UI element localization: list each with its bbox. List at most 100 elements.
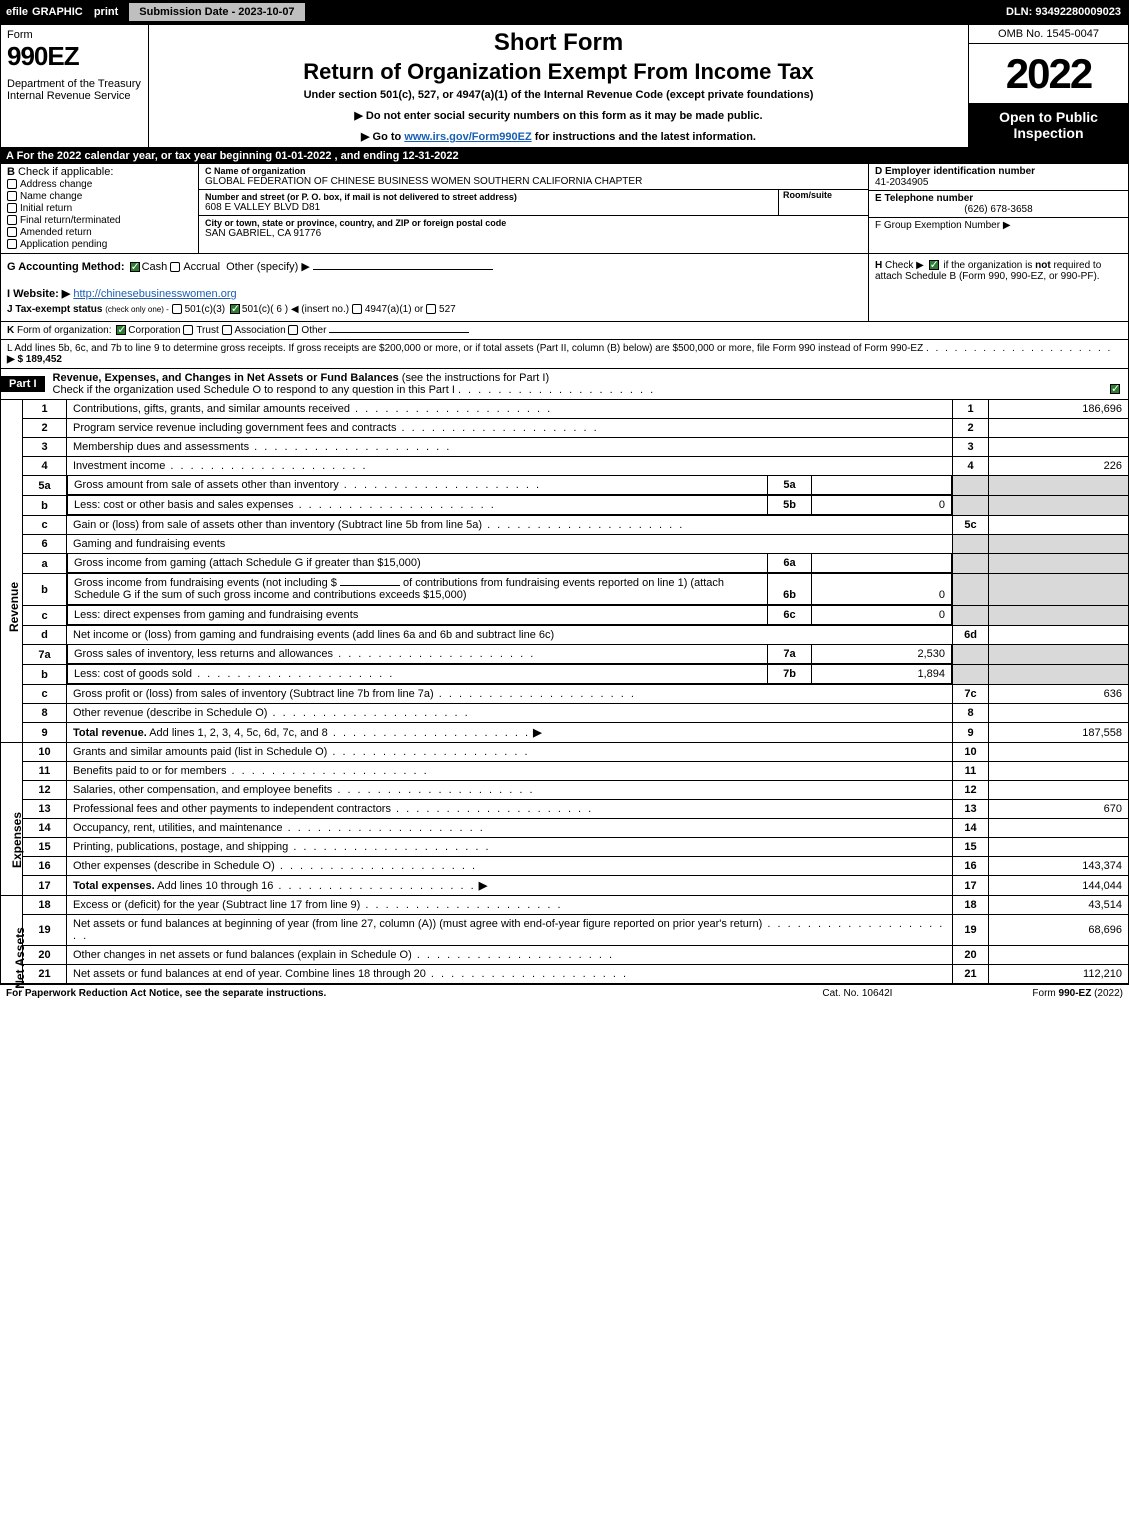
chk-h[interactable] xyxy=(929,260,939,270)
l6a-sub: 6a xyxy=(768,554,812,573)
l6a-num: a xyxy=(23,554,67,574)
header-center: Short Form Return of Organization Exempt… xyxy=(149,25,968,147)
j-note: (check only one) - xyxy=(105,305,169,314)
l6d-desc: Net income or (loss) from gaming and fun… xyxy=(73,629,554,641)
chk-amended-return[interactable] xyxy=(7,227,17,237)
l21-desc: Net assets or fund balances at end of ye… xyxy=(73,968,426,980)
l5b-ln-grey xyxy=(953,496,989,516)
part1-label: Part I xyxy=(1,376,45,392)
l13-desc: Professional fees and other payments to … xyxy=(73,803,391,815)
c-city-label: City or town, state or province, country… xyxy=(205,218,862,228)
l7a-val-grey xyxy=(989,645,1129,665)
chk-cash[interactable] xyxy=(130,262,140,272)
chk-application-pending[interactable] xyxy=(7,239,17,249)
form-number: 990EZ xyxy=(7,41,142,72)
l11-desc: Benefits paid to or for members xyxy=(73,765,226,777)
j-501c: 501(c)( 6 ) ◀ (insert no.) xyxy=(242,304,349,315)
l4-desc: Investment income xyxy=(73,460,165,472)
b-check-if: Check if applicable: xyxy=(18,166,113,178)
l6b-subval: 0 xyxy=(812,574,952,605)
chk-accrual[interactable] xyxy=(170,262,180,272)
chk-name-change[interactable] xyxy=(7,191,17,201)
chk-schedule-o[interactable] xyxy=(1110,384,1120,394)
l6a-val-grey xyxy=(989,554,1129,574)
website-link[interactable]: http://chinesebusinesswomen.org xyxy=(73,288,236,300)
l3-num: 3 xyxy=(23,438,67,457)
print-label[interactable]: print xyxy=(94,6,118,18)
form-header: Form 990EZ Department of the Treasury In… xyxy=(0,24,1129,148)
l5b-num: b xyxy=(23,496,67,516)
chk-corporation[interactable] xyxy=(116,325,126,335)
c-street-label: Number and street (or P. O. box, if mail… xyxy=(205,192,778,202)
l1-num: 1 xyxy=(23,400,67,419)
chk-final-return[interactable] xyxy=(7,215,17,225)
l3-val xyxy=(989,438,1129,457)
g-cash: Cash xyxy=(142,261,168,273)
chk-527[interactable] xyxy=(426,304,436,314)
l13-num: 13 xyxy=(23,800,67,819)
chk-address-change[interactable] xyxy=(7,179,17,189)
l15-num: 15 xyxy=(23,838,67,857)
l8-num: 8 xyxy=(23,704,67,723)
chk-initial-return[interactable] xyxy=(7,203,17,213)
section-bcdef: B Check if applicable: Address change Na… xyxy=(0,164,1129,254)
chk-4947[interactable] xyxy=(352,304,362,314)
l11-num: 11 xyxy=(23,762,67,781)
l6a-ln-grey xyxy=(953,554,989,574)
l6-num: 6 xyxy=(23,535,67,554)
l1-desc: Contributions, gifts, grants, and simila… xyxy=(73,403,350,415)
l5b-subval: 0 xyxy=(812,496,952,515)
l7a-sub: 7a xyxy=(768,645,812,664)
return-title: Return of Organization Exempt From Incom… xyxy=(157,59,960,85)
h-not: not xyxy=(1035,260,1051,271)
j-527: 527 xyxy=(439,304,456,315)
chk-association[interactable] xyxy=(222,325,232,335)
l6b-desc1: Gross income from fundraising events (no… xyxy=(74,577,337,589)
l17-val: 144,044 xyxy=(989,876,1129,896)
l7b-desc: Less: cost of goods sold xyxy=(74,668,192,680)
netassets-side-label: Net Assets xyxy=(0,896,22,984)
l2-desc: Program service revenue including govern… xyxy=(73,422,396,434)
l17-ln: 17 xyxy=(953,876,989,896)
irs-link[interactable]: www.irs.gov/Form990EZ xyxy=(404,131,531,143)
chk-other-org[interactable] xyxy=(288,325,298,335)
dept-treasury: Department of the Treasury xyxy=(7,78,142,90)
chk-501c3[interactable] xyxy=(172,304,182,314)
l10-num: 10 xyxy=(23,743,67,762)
footer-center: Cat. No. 10642I xyxy=(822,988,892,999)
org-name: GLOBAL FEDERATION OF CHINESE BUSINESS WO… xyxy=(205,176,862,187)
goto-pre: ▶ Go to xyxy=(361,131,404,143)
l7b-ln-grey xyxy=(953,665,989,685)
l6c-desc: Less: direct expenses from gaming and fu… xyxy=(74,609,358,621)
l14-ln: 14 xyxy=(953,819,989,838)
g-label: G Accounting Method: xyxy=(7,261,125,273)
l5c-val xyxy=(989,516,1129,535)
l15-desc: Printing, publications, postage, and shi… xyxy=(73,841,288,853)
tel-label: E Telephone number xyxy=(875,193,1122,204)
l16-ln: 16 xyxy=(953,857,989,876)
l18-ln: 18 xyxy=(953,896,989,915)
efile-label: efile xyxy=(6,6,28,18)
l19-ln: 19 xyxy=(953,915,989,946)
efile-graphic-print[interactable]: efile GRAPHIC print xyxy=(0,6,124,18)
chk-trust[interactable] xyxy=(183,325,193,335)
l7b-num: b xyxy=(23,665,67,685)
l7c-val: 636 xyxy=(989,685,1129,704)
l6-ln-grey xyxy=(953,535,989,554)
goto-line: ▶ Go to www.irs.gov/Form990EZ for instru… xyxy=(157,130,960,143)
l10-desc: Grants and similar amounts paid (list in… xyxy=(73,746,327,758)
l6-val-grey xyxy=(989,535,1129,554)
l19-num: 19 xyxy=(23,915,67,946)
goto-post: for instructions and the latest informat… xyxy=(532,131,756,143)
l6b-ln-grey xyxy=(953,574,989,606)
l6-desc: Gaming and fundraising events xyxy=(67,535,953,554)
col-c: C Name of organization GLOBAL FEDERATION… xyxy=(199,164,868,253)
ssn-warning: ▶ Do not enter social security numbers o… xyxy=(157,109,960,122)
b-item-3: Final return/terminated xyxy=(20,215,121,226)
submission-date: Submission Date - 2023-10-07 xyxy=(128,2,305,22)
l11-val xyxy=(989,762,1129,781)
l15-val xyxy=(989,838,1129,857)
l16-desc: Other expenses (describe in Schedule O) xyxy=(73,860,275,872)
b-item-2: Initial return xyxy=(20,203,72,214)
chk-501c[interactable] xyxy=(230,304,240,314)
